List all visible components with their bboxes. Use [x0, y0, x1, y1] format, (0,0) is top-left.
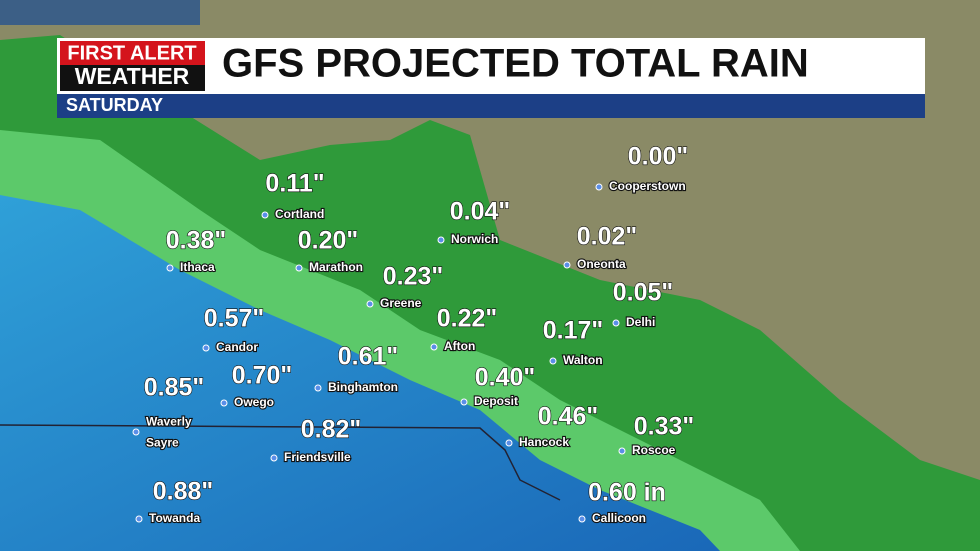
- city-name: Waverly: [146, 415, 192, 429]
- city-dot: [261, 211, 269, 219]
- title: GFS PROJECTED TOTAL RAIN: [222, 42, 809, 86]
- city-name: Ithaca: [180, 260, 215, 274]
- rain-amount: 0.20": [298, 227, 359, 255]
- rain-heavy: [0, 195, 720, 551]
- rain-amount: 0.23": [383, 263, 444, 291]
- city-dot: [220, 399, 228, 407]
- city-dot: [314, 384, 322, 392]
- city-name: Owego: [234, 395, 274, 409]
- city-name: Oneonta: [577, 257, 626, 271]
- rain-amount: 0.22": [437, 305, 498, 333]
- city-dot: [295, 264, 303, 272]
- subtitle-bar: [57, 94, 925, 118]
- city-name: Hancock: [519, 435, 569, 449]
- rain-amount: 0.38": [166, 227, 227, 255]
- logo-bottom-box: [60, 65, 205, 91]
- city-name: Binghamton: [328, 380, 398, 394]
- city-name: Friendsville: [284, 450, 351, 464]
- logo-bottom: WEATHER: [75, 63, 190, 89]
- lake: [0, 0, 200, 25]
- city-dot: [549, 357, 557, 365]
- rain-amount: 0.88": [153, 478, 214, 506]
- city-dot: [618, 447, 626, 455]
- subtitle: SATURDAY: [66, 95, 163, 115]
- city-dot: [132, 428, 140, 436]
- rain-amount: 0.61": [338, 343, 399, 371]
- city-name: Afton: [444, 339, 475, 353]
- city-dot: [270, 454, 278, 462]
- city-name: Cortland: [275, 207, 324, 221]
- rain-amount: 0.60 in: [588, 479, 666, 507]
- city-dot: [366, 300, 374, 308]
- rain-amount: 0.02": [577, 223, 638, 251]
- city-name: Greene: [380, 296, 422, 310]
- city-dot: [595, 183, 603, 191]
- city-name: Towanda: [149, 511, 200, 525]
- logo-top-box: [60, 41, 205, 65]
- logo-top: FIRST ALERT: [67, 42, 196, 64]
- city-name: Cooperstown: [609, 179, 686, 193]
- city-dot: [460, 398, 468, 406]
- rain-amount: 0.00": [628, 143, 689, 171]
- rain-amount: 0.11": [265, 170, 324, 198]
- city-name: Deposit: [474, 394, 518, 408]
- city-dot: [437, 236, 445, 244]
- city-dot: [612, 319, 620, 327]
- city-name: Walton: [563, 353, 603, 367]
- city-name: Roscoe: [632, 443, 676, 457]
- city-name: Callicoon: [592, 511, 646, 525]
- city-name: Norwich: [451, 232, 498, 246]
- city-name: Candor: [216, 340, 258, 354]
- rain-amount: 0.70": [232, 362, 293, 390]
- city-dot: [563, 261, 571, 269]
- rain-amount: 0.46": [538, 403, 599, 431]
- rain-amount: 0.85": [144, 374, 205, 402]
- rain-amount: 0.05": [613, 279, 674, 307]
- city-name: Marathon: [309, 260, 363, 274]
- rain-amount: 0.33": [634, 413, 695, 441]
- city-dot: [135, 515, 143, 523]
- city-dot: [430, 343, 438, 351]
- state-border: [0, 424, 561, 501]
- city-dot: [166, 264, 174, 272]
- rain-amount: 0.57": [204, 305, 265, 333]
- rain-amount: 0.04": [450, 198, 511, 226]
- city-dot: [202, 344, 210, 352]
- rain-amount: 0.82": [301, 416, 362, 444]
- city-dot: [578, 515, 586, 523]
- city-dot: [505, 439, 513, 447]
- rain-amount: 0.40": [475, 364, 536, 392]
- rain-amount: 0.17": [543, 317, 604, 345]
- city-name: Sayre: [146, 436, 179, 450]
- city-name: Delhi: [626, 315, 655, 329]
